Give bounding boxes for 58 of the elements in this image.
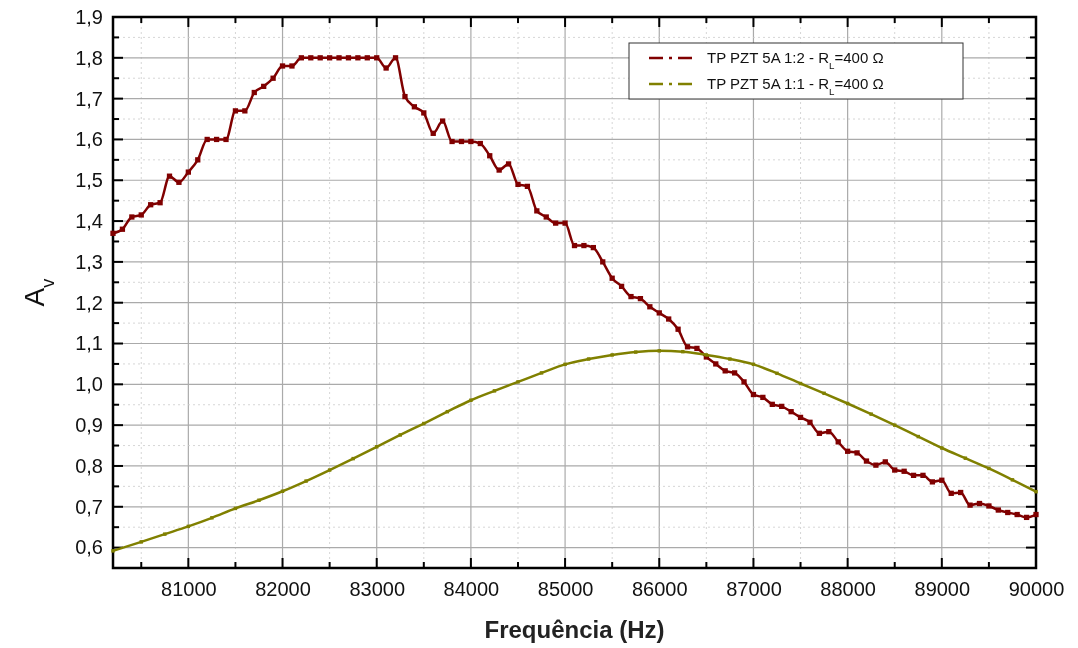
point <box>633 350 638 354</box>
point <box>869 412 873 416</box>
point <box>257 498 261 502</box>
y-tick-label: 1,1 <box>75 332 103 355</box>
point <box>111 549 115 553</box>
point <box>210 516 214 520</box>
point <box>563 362 567 367</box>
point <box>657 349 661 353</box>
y-tick-label: 1,5 <box>75 169 103 192</box>
point <box>940 446 944 450</box>
point <box>422 421 426 426</box>
legend-label: TP PZT 5A 1:1 - R$_{L}$=400 Ω <box>707 75 884 97</box>
y-tick-label: 1,6 <box>75 128 103 151</box>
point <box>139 540 143 544</box>
point <box>1034 489 1038 494</box>
y-tick-label: 1,2 <box>75 291 103 314</box>
point <box>610 353 614 357</box>
point <box>728 357 732 361</box>
point <box>469 398 473 402</box>
point <box>304 479 308 483</box>
point <box>963 456 968 460</box>
point <box>492 389 497 393</box>
y-tick-label: 0,9 <box>75 414 103 437</box>
x-tick-label: 81000 <box>161 578 217 601</box>
x-tick-label: 83000 <box>349 578 406 601</box>
point <box>351 456 355 461</box>
y-tick-label: 1,0 <box>75 373 103 396</box>
x-axis-title: Frequência (Hz) <box>484 616 665 643</box>
point <box>1010 478 1015 482</box>
x-tick-label: 89000 <box>914 578 971 601</box>
x-tick-label: 90000 <box>1008 578 1065 601</box>
point <box>586 357 591 361</box>
y-tick-label: 1,3 <box>75 250 103 273</box>
point <box>374 445 379 449</box>
y-tick-label: 1,7 <box>75 87 103 110</box>
y-tick-label: 1,8 <box>75 46 103 69</box>
y-tick-label: 0,6 <box>75 536 103 559</box>
point <box>681 349 685 354</box>
y-tick-label: 1,9 <box>75 5 103 28</box>
point <box>987 466 991 471</box>
point <box>398 433 402 437</box>
x-tick-label: 84000 <box>443 578 500 601</box>
x-tick-label: 88000 <box>820 578 876 601</box>
y-tick-label: 0,7 <box>75 495 103 518</box>
point <box>892 423 897 427</box>
x-tick-label: 85000 <box>537 578 594 601</box>
point <box>163 532 167 536</box>
x-tick-label: 86000 <box>631 578 688 601</box>
point <box>775 371 779 376</box>
y-tick-label: 0,8 <box>75 454 103 477</box>
point <box>822 391 826 396</box>
y-tick-label: 1,4 <box>75 209 103 232</box>
point <box>327 468 332 472</box>
x-tick-label: 82000 <box>255 578 311 601</box>
legend-label: TP PZT 5A 1:2 - R$_{L}$=400 Ω <box>707 49 884 71</box>
point <box>539 371 544 375</box>
point <box>516 380 520 384</box>
x-tick-label: 87000 <box>726 578 782 601</box>
